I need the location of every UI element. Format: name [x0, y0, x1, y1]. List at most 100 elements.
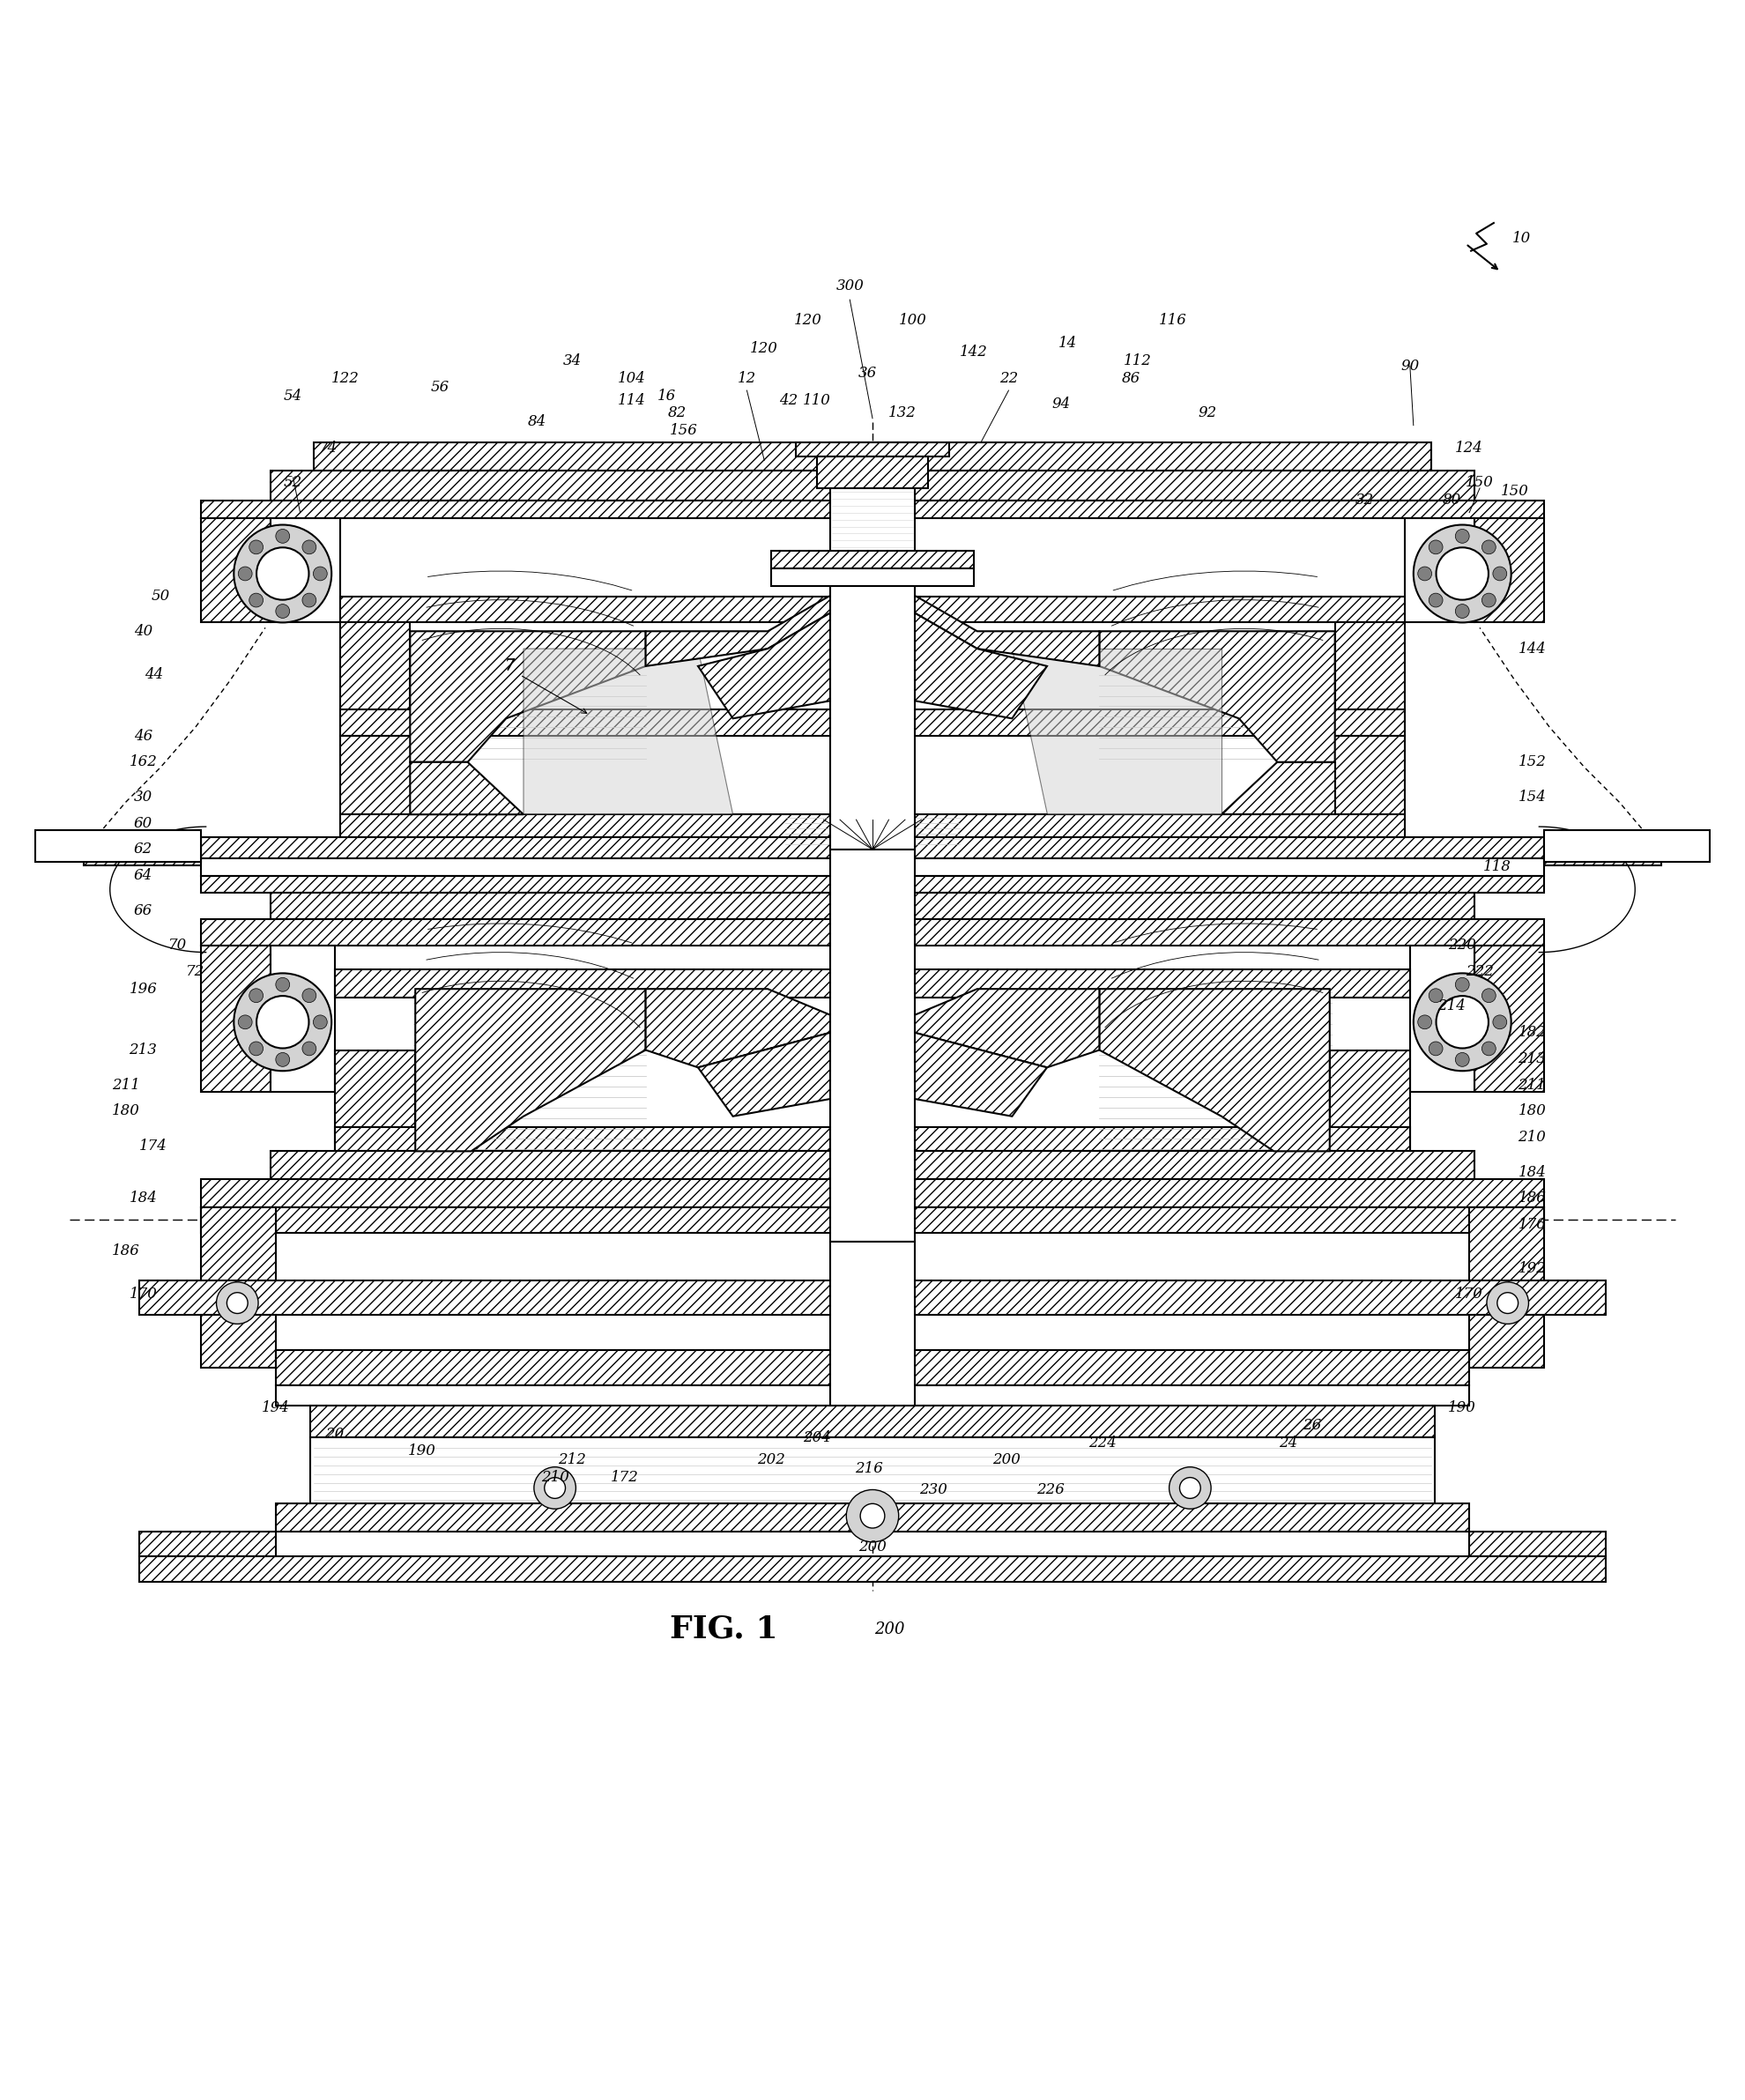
Text: 210: 210 — [1518, 1130, 1546, 1144]
Circle shape — [1455, 979, 1469, 991]
Circle shape — [216, 1283, 258, 1323]
Polygon shape — [1410, 945, 1475, 1092]
Text: 84: 84 — [529, 414, 546, 428]
Text: 116: 116 — [1159, 313, 1187, 328]
Text: 180: 180 — [112, 1105, 140, 1119]
Polygon shape — [84, 838, 201, 865]
Circle shape — [1482, 540, 1495, 554]
Text: 194: 194 — [262, 1401, 290, 1415]
Text: 184: 184 — [129, 1191, 157, 1205]
Polygon shape — [1469, 1315, 1544, 1367]
Text: 204: 204 — [803, 1430, 831, 1445]
Circle shape — [1482, 592, 1495, 607]
Text: 222: 222 — [1466, 964, 1494, 979]
Text: 52: 52 — [284, 475, 302, 491]
Circle shape — [250, 989, 263, 1002]
Polygon shape — [140, 1531, 276, 1556]
Text: 211: 211 — [112, 1077, 140, 1092]
Text: 70: 70 — [169, 939, 187, 953]
Polygon shape — [1544, 838, 1661, 865]
Polygon shape — [201, 1208, 276, 1292]
Text: 12: 12 — [738, 372, 756, 386]
Text: 156: 156 — [670, 422, 698, 439]
Polygon shape — [270, 892, 1475, 920]
Polygon shape — [1469, 1208, 1544, 1292]
Circle shape — [1417, 1014, 1433, 1029]
Text: 80: 80 — [1443, 494, 1461, 508]
Text: 56: 56 — [431, 380, 448, 395]
Circle shape — [1436, 548, 1488, 601]
Text: 7: 7 — [504, 659, 515, 674]
Text: 226: 226 — [1037, 1483, 1064, 1497]
Polygon shape — [201, 1315, 276, 1367]
Polygon shape — [201, 500, 1544, 519]
Text: 214: 214 — [1438, 1000, 1466, 1014]
Polygon shape — [415, 989, 646, 1151]
Polygon shape — [201, 920, 1544, 945]
Text: 202: 202 — [757, 1453, 785, 1468]
Text: 150: 150 — [1501, 485, 1529, 500]
Text: 100: 100 — [899, 313, 927, 328]
Text: 122: 122 — [332, 372, 359, 386]
Polygon shape — [340, 735, 415, 840]
Polygon shape — [410, 762, 524, 815]
Polygon shape — [1222, 762, 1335, 815]
Text: 170: 170 — [1455, 1287, 1483, 1302]
Text: 211: 211 — [1518, 1077, 1546, 1092]
Polygon shape — [311, 1407, 1434, 1436]
Text: 22: 22 — [1000, 372, 1017, 386]
Circle shape — [276, 529, 290, 544]
Text: 142: 142 — [960, 344, 988, 359]
Polygon shape — [1099, 989, 1330, 1151]
Text: 162: 162 — [129, 754, 157, 769]
Circle shape — [227, 1292, 248, 1312]
Text: 66: 66 — [134, 903, 152, 918]
Text: 10: 10 — [1513, 231, 1530, 246]
Circle shape — [846, 1489, 899, 1541]
Circle shape — [1429, 592, 1443, 607]
Text: 120: 120 — [750, 340, 778, 357]
Text: 213: 213 — [129, 1042, 157, 1058]
Polygon shape — [340, 710, 1405, 735]
Circle shape — [1436, 995, 1488, 1048]
Circle shape — [1169, 1468, 1211, 1510]
Circle shape — [1482, 1042, 1495, 1056]
Text: 212: 212 — [558, 1453, 586, 1468]
Polygon shape — [335, 970, 1410, 998]
Polygon shape — [831, 848, 914, 1241]
Text: 72: 72 — [187, 964, 204, 979]
Polygon shape — [335, 1050, 415, 1151]
Circle shape — [1429, 540, 1443, 554]
Polygon shape — [771, 550, 974, 569]
Circle shape — [534, 1468, 576, 1510]
Circle shape — [250, 540, 263, 554]
Text: 114: 114 — [618, 393, 646, 407]
Polygon shape — [340, 596, 1405, 622]
Text: 186: 186 — [112, 1243, 140, 1258]
Polygon shape — [410, 632, 646, 762]
Text: 90: 90 — [1401, 359, 1419, 374]
Circle shape — [237, 1014, 253, 1029]
Text: 150: 150 — [1466, 475, 1494, 491]
Polygon shape — [340, 815, 1405, 848]
Text: 186: 186 — [1518, 1191, 1546, 1205]
Text: 192: 192 — [1518, 1260, 1546, 1275]
Polygon shape — [1099, 632, 1335, 762]
Text: 60: 60 — [134, 815, 152, 832]
Polygon shape — [1544, 830, 1710, 861]
Circle shape — [1455, 605, 1469, 617]
Circle shape — [1487, 1283, 1529, 1323]
Text: 200: 200 — [993, 1453, 1021, 1468]
Polygon shape — [140, 1556, 1605, 1581]
Polygon shape — [817, 456, 928, 487]
Polygon shape — [201, 838, 1544, 859]
Polygon shape — [201, 519, 270, 622]
Circle shape — [302, 540, 316, 554]
Text: 172: 172 — [611, 1470, 639, 1485]
Circle shape — [237, 567, 253, 580]
Text: 184: 184 — [1518, 1166, 1546, 1180]
Text: 170: 170 — [129, 1287, 157, 1302]
Polygon shape — [276, 1350, 1469, 1386]
Polygon shape — [1330, 1050, 1410, 1151]
Text: 32: 32 — [1356, 494, 1373, 508]
